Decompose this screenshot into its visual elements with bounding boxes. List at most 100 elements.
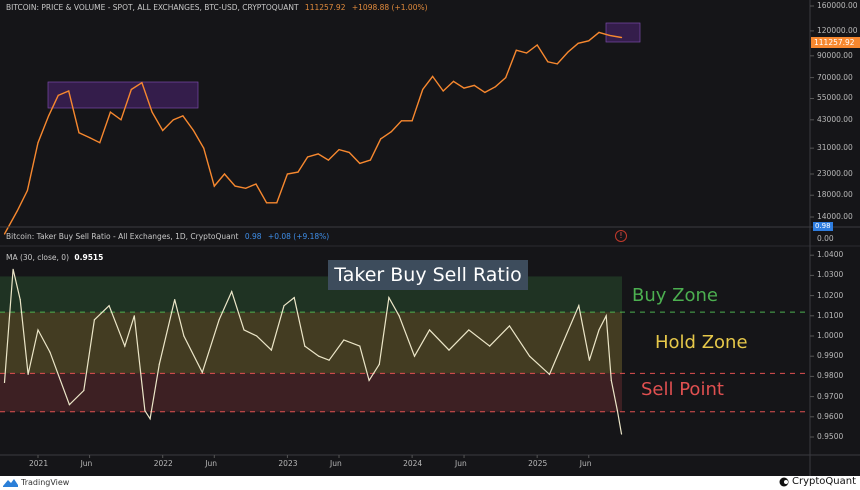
alert-icon[interactable]: ! bbox=[615, 230, 627, 242]
price-point bbox=[338, 148, 340, 151]
ratio-axis-tick: 0.9700 bbox=[817, 391, 844, 401]
ratio-axis-tick: 0.9800 bbox=[817, 371, 844, 381]
price-point bbox=[37, 142, 39, 144]
tradingview-logo-icon bbox=[3, 479, 18, 487]
price-point bbox=[192, 129, 195, 132]
ratio-point bbox=[27, 373, 29, 375]
price-axis-tick: 18000.00 bbox=[817, 190, 853, 200]
price-axis-tick: 43000.00 bbox=[817, 114, 853, 124]
price-point bbox=[276, 202, 278, 204]
price-point bbox=[327, 159, 330, 161]
price-point bbox=[297, 171, 299, 173]
price-point bbox=[213, 185, 215, 187]
ratio-axis-tick: 0.9500 bbox=[817, 432, 844, 441]
ratio-point bbox=[183, 335, 185, 337]
time-axis-tick: Jun bbox=[80, 459, 93, 468]
ratio-point bbox=[19, 299, 21, 301]
price-point bbox=[47, 115, 50, 117]
ratio-point bbox=[343, 339, 345, 341]
ratio-header: Bitcoin: Taker Buy Sell Ratio - All Exch… bbox=[6, 232, 329, 241]
price-point bbox=[109, 111, 112, 113]
ratio-ma-line bbox=[3, 269, 623, 435]
price-last-tag: 111257.92 bbox=[811, 37, 860, 48]
price-point bbox=[422, 88, 424, 91]
ratio-point bbox=[270, 349, 272, 351]
hold-zone-label: Hold Zone bbox=[655, 332, 748, 353]
chart-title-annotation: Taker Buy Sell Ratio bbox=[328, 260, 528, 290]
sell-point-label: Sell Point bbox=[641, 379, 724, 400]
tradingview-brand[interactable]: TradingView bbox=[3, 477, 69, 487]
price-axis-tick: 23000.00 bbox=[817, 169, 853, 178]
ratio-point bbox=[489, 345, 491, 347]
price-axis-tick: 160000.00 bbox=[817, 1, 858, 10]
ratio-axis-tick: 1.0200 bbox=[817, 290, 844, 300]
tradingview-label: TradingView bbox=[21, 477, 70, 487]
ma-value: 0.9515 bbox=[74, 253, 104, 262]
time-axis-tick: Jun bbox=[455, 459, 467, 468]
price-point bbox=[494, 86, 497, 88]
ratio-point bbox=[49, 351, 51, 353]
ratio-axis-tick: 1.0100 bbox=[817, 310, 844, 320]
price-point bbox=[473, 84, 475, 86]
price-axis-tick: 70000.00 bbox=[817, 72, 853, 82]
price-point bbox=[3, 233, 6, 235]
price-point bbox=[547, 61, 549, 63]
price-point bbox=[567, 51, 569, 53]
price-point bbox=[317, 153, 319, 155]
price-point bbox=[536, 44, 538, 46]
ratio-point bbox=[149, 418, 151, 420]
price-point bbox=[306, 156, 309, 158]
price-point bbox=[265, 202, 268, 204]
price-axis-tick: 55000.00 bbox=[817, 93, 853, 103]
ratio-point bbox=[508, 325, 511, 327]
time-axis-tick: Jun bbox=[579, 459, 592, 468]
time-axis-tick: Jun bbox=[329, 459, 342, 468]
price-point bbox=[442, 90, 444, 92]
buy-zone-band bbox=[0, 276, 622, 313]
ratio-point bbox=[304, 345, 306, 347]
price-point bbox=[68, 90, 70, 92]
sell-zone-band bbox=[0, 373, 622, 412]
price-point bbox=[505, 77, 507, 79]
price-point bbox=[463, 87, 465, 89]
ratio-point bbox=[616, 410, 619, 412]
price-last: 111257.92 bbox=[304, 3, 346, 12]
price-point bbox=[556, 63, 558, 65]
chart-area[interactable]: BITCOIN: PRICE & VOLUME - SPOT, ALL EXCH… bbox=[0, 0, 860, 476]
price-point bbox=[255, 183, 257, 185]
time-axis-tick: 2023 bbox=[278, 459, 298, 468]
ma-label: MA (30, close, 0) bbox=[6, 253, 70, 262]
ratio-point bbox=[388, 297, 390, 299]
ratio-point bbox=[293, 297, 295, 299]
cryptoquant-logo-icon bbox=[779, 477, 789, 486]
ratio-last: 0.98 bbox=[244, 232, 262, 241]
price-point bbox=[400, 120, 403, 122]
cryptoquant-label: CryptoQuant bbox=[792, 476, 856, 487]
ratio-point bbox=[378, 363, 380, 365]
price-axis-tick: 14000.00 bbox=[817, 212, 853, 221]
ratio-point bbox=[218, 319, 220, 321]
price-point bbox=[88, 137, 91, 139]
ratio-point bbox=[428, 329, 431, 331]
cryptoquant-brand[interactable]: CryptoQuant bbox=[779, 476, 856, 487]
price-point bbox=[432, 75, 434, 77]
price-point bbox=[245, 187, 247, 189]
ratio-axis-tick: 1.0000 bbox=[817, 331, 844, 340]
ratio-point bbox=[359, 345, 361, 347]
price-point bbox=[151, 111, 153, 113]
ratio-point bbox=[368, 379, 370, 382]
price-point bbox=[16, 210, 18, 212]
price-point bbox=[182, 115, 184, 117]
price-axis-tick: 120000.00 bbox=[817, 25, 858, 35]
ratio-point bbox=[598, 329, 600, 331]
ratio-point bbox=[3, 381, 6, 384]
price-point bbox=[234, 185, 236, 187]
ratio-axis-tick: 0.9600 bbox=[817, 411, 844, 421]
time-axis-tick: Jun bbox=[205, 459, 217, 468]
annotation-box bbox=[605, 22, 641, 43]
price-point bbox=[286, 173, 289, 175]
ratio-point bbox=[620, 433, 623, 435]
ratio-point bbox=[93, 319, 95, 321]
price-point bbox=[203, 147, 205, 149]
ratio-point bbox=[174, 299, 176, 301]
